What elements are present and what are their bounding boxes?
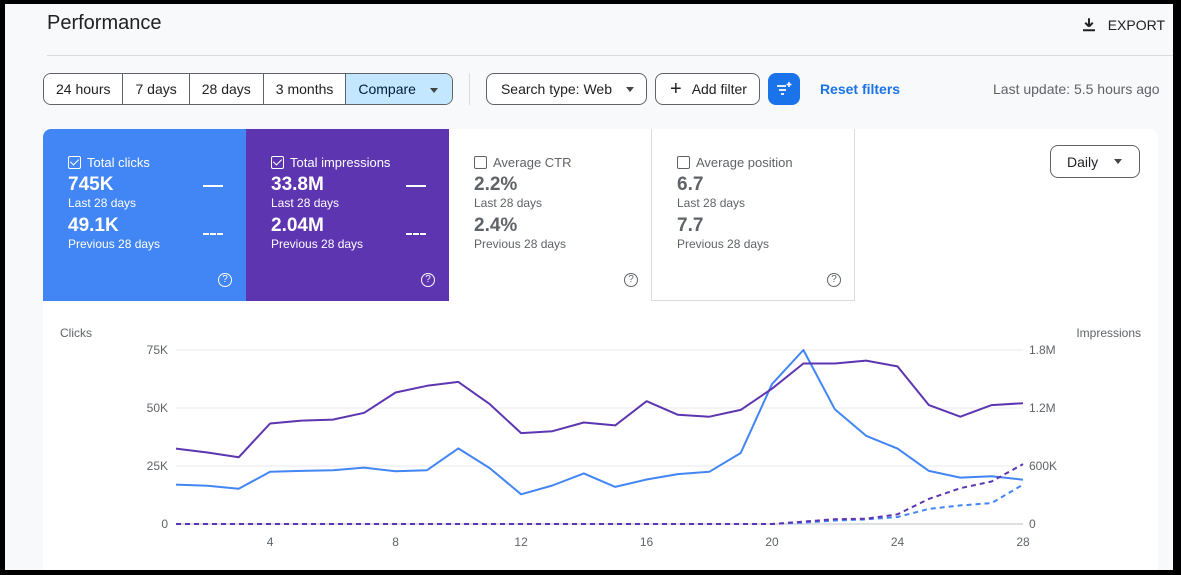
metric-label: Total clicks [87, 154, 150, 170]
metric-period: Last 28 days [271, 196, 340, 210]
range-24-hours[interactable]: 24 hours [44, 74, 124, 104]
granularity-dropdown[interactable]: Daily [1050, 145, 1140, 178]
metric-label: Average position [696, 154, 793, 170]
metric-label: Total impressions [290, 154, 391, 170]
series-line-2 [175, 359, 1024, 459]
page-title: Performance [47, 12, 162, 34]
add-filter-button[interactable]: + Add filter [655, 73, 760, 105]
metric-period: Last 28 days [474, 196, 543, 210]
help-icon[interactable]: ? [218, 273, 232, 287]
range-28-days[interactable]: 28 days [189, 74, 264, 104]
date-range-selector: 24 hours 7 days 28 days 3 months Compare [43, 73, 453, 105]
reset-filters-link[interactable]: Reset filters [819, 81, 901, 97]
metric-average-position[interactable]: Average position 6.7 Last 28 days 7.7 Pr… [652, 129, 855, 301]
x-tick-label: 4 [267, 535, 274, 549]
metric-prev-value: 7.7 [677, 215, 704, 236]
checkbox-icon[interactable] [474, 155, 487, 169]
y-left-tick-label: 50K [147, 401, 168, 415]
y-left-axis-title: Clicks [60, 326, 92, 340]
metric-prev-value: 2.4% [474, 215, 518, 236]
header-divider [47, 55, 1173, 56]
toolbar-divider [468, 73, 470, 105]
x-tick-label: 8 [392, 535, 399, 549]
compare-label: Compare [358, 81, 416, 97]
metric-total-impressions[interactable]: Total impressions 33.8M Last 28 days 2.0… [246, 129, 449, 301]
dashed-line-legend-icon [203, 233, 223, 235]
range-7-days[interactable]: 7 days [123, 74, 190, 104]
y-right-tick-label: 0 [1029, 517, 1036, 531]
performance-chart: Clicks Impressions 0 0 25K 600K 50K 1.2M 75K 1.… [60, 326, 1141, 549]
metric-value: 33.8M [271, 174, 324, 195]
y-right-tick-label: 1.2M [1029, 401, 1056, 415]
series-line-4 [176, 463, 1024, 525]
metric-label: Average CTR [493, 154, 572, 170]
filter-toolbar: 24 hours 7 days 28 days 3 months Compare… [43, 73, 900, 105]
chevron-down-icon [626, 86, 634, 92]
y-right-tick-label: 1.8M [1029, 343, 1056, 357]
chevron-down-icon [429, 87, 438, 93]
y-left-tick-label: 25K [147, 459, 168, 473]
granularity-label: Daily [1067, 153, 1099, 170]
plus-icon: + [670, 78, 682, 100]
series-line-1 [175, 349, 1024, 496]
metric-value: 745K [68, 174, 114, 195]
metric-prev-value: 2.04M [271, 215, 324, 236]
metric-total-clicks[interactable]: Total clicks 745K Last 28 days 49.1K Pre… [43, 129, 246, 301]
add-filter-label: Add filter [691, 81, 747, 97]
metric-prev-period: Previous 28 days [474, 237, 567, 251]
x-tick-label: 28 [1016, 535, 1030, 549]
performance-page: Performance EXPORT 24 hours 7 days 28 da… [5, 4, 1173, 570]
export-label: EXPORT [1107, 17, 1165, 33]
y-right-axis-title: Impressions [1076, 326, 1141, 340]
filter-settings-button[interactable] [767, 73, 800, 105]
dashed-line-legend-icon [406, 233, 426, 235]
x-tick-label: 20 [765, 535, 779, 549]
x-tick-label: 16 [640, 535, 654, 549]
metric-average-ctr[interactable]: Average CTR 2.2% Last 28 days 2.4% Previ… [449, 129, 652, 301]
metric-prev-period: Previous 28 days [271, 237, 364, 251]
checkbox-icon[interactable] [271, 155, 284, 169]
download-icon [1082, 18, 1095, 32]
help-icon[interactable]: ? [624, 273, 638, 287]
compare-dropdown[interactable]: Compare [346, 74, 452, 104]
search-type-dropdown[interactable]: Search type: Web [485, 73, 647, 105]
checkbox-icon[interactable] [68, 155, 81, 169]
x-tick-label: 12 [514, 535, 528, 549]
range-3-months[interactable]: 3 months [263, 74, 347, 104]
metric-prev-period: Previous 28 days [677, 237, 770, 251]
export-button[interactable]: EXPORT [1080, 16, 1165, 34]
help-icon[interactable]: ? [827, 273, 841, 287]
filter-sparkle-icon [776, 82, 792, 95]
metric-value: 2.2% [474, 174, 518, 195]
solid-line-legend-icon [203, 185, 223, 187]
metric-prev-value: 49.1K [68, 215, 119, 236]
y-left-tick-label: 75K [147, 343, 168, 357]
solid-line-legend-icon [406, 185, 426, 187]
metric-period: Last 28 days [677, 196, 746, 210]
y-right-tick-label: 600K [1029, 459, 1057, 473]
metric-value: 6.7 [677, 174, 704, 195]
chevron-down-icon [1114, 159, 1123, 164]
checkbox-icon[interactable] [677, 155, 690, 169]
last-update-text: Last update: 5.5 hours ago [993, 81, 1160, 97]
x-tick-label: 24 [891, 535, 905, 549]
series-line-3 [176, 483, 1024, 525]
performance-card: Total clicks 745K Last 28 days 49.1K Pre… [43, 129, 1158, 570]
y-left-tick-label: 0 [161, 517, 168, 531]
help-icon[interactable]: ? [421, 273, 435, 287]
metric-period: Last 28 days [68, 196, 137, 210]
metric-prev-period: Previous 28 days [68, 237, 161, 251]
search-type-label: Search type: Web [500, 81, 612, 97]
